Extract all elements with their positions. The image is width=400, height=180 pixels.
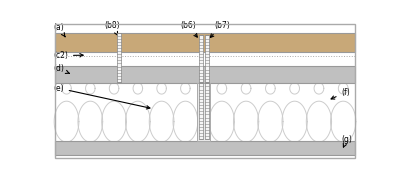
Text: (e): (e) xyxy=(53,84,150,109)
Bar xyxy=(55,66,355,83)
Bar xyxy=(197,83,210,141)
Text: (g): (g) xyxy=(341,135,352,147)
Bar xyxy=(206,35,210,82)
Bar xyxy=(199,35,203,82)
Text: (a): (a) xyxy=(53,23,65,37)
Bar xyxy=(55,141,355,155)
Bar xyxy=(206,83,210,139)
Text: (b7): (b7) xyxy=(210,21,230,37)
Text: (c2): (c2) xyxy=(53,51,83,60)
Bar xyxy=(199,83,203,139)
Text: (d): (d) xyxy=(53,64,70,73)
Text: (b6): (b6) xyxy=(180,21,197,37)
Text: (f): (f) xyxy=(331,88,350,99)
Text: (b8): (b8) xyxy=(104,21,120,35)
Bar xyxy=(117,33,121,82)
Bar xyxy=(55,33,355,52)
